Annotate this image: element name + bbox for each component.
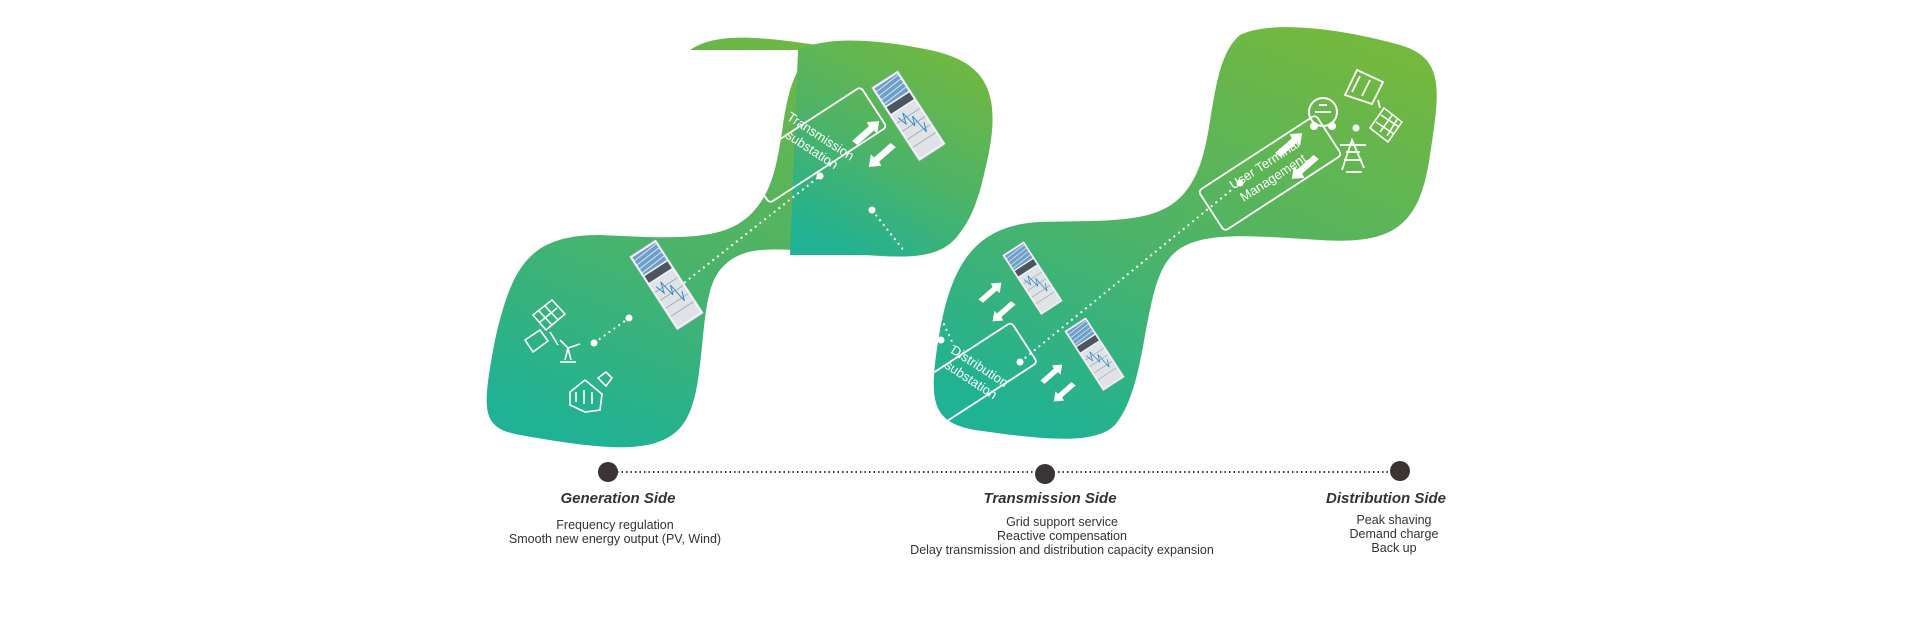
connection-lines <box>669 175 1241 363</box>
generation-transmission-shape <box>486 37 993 448</box>
power-tower-icon <box>1340 137 1366 173</box>
distribution-item: Peak shaving <box>1356 513 1432 527</box>
transmission-item: Reactive compensation <box>997 529 1127 543</box>
distribution-side-items: Peak shaving Demand charge Back up <box>1350 513 1439 555</box>
transmission-item: Grid support service <box>1006 515 1118 529</box>
factory-icon <box>1343 68 1385 109</box>
solar-panel-icon <box>523 298 567 354</box>
distribution-item: Back up <box>1371 541 1417 555</box>
wind-turbine-icon <box>559 339 581 363</box>
distribution-side-title: Distribution Side <box>1326 490 1446 507</box>
transmission-side-title: Transmission Side <box>983 490 1117 507</box>
timeline-dot-distribution <box>1390 461 1410 481</box>
transmission-side-items: Grid support service Reactive compensati… <box>910 515 1214 557</box>
generation-item: Smooth new energy output (PV, Wind) <box>508 532 722 546</box>
factory-icon <box>569 370 614 413</box>
generation-item: Frequency regulation <box>556 518 674 532</box>
distribution-user-shape <box>933 27 1437 439</box>
timeline-dot-generation <box>598 462 618 482</box>
generation-link <box>593 317 630 344</box>
timeline-dot-transmission <box>1035 464 1055 484</box>
generation-side-title: Generation Side <box>560 490 676 507</box>
distribution-item: Demand charge <box>1349 527 1439 541</box>
timeline <box>598 461 1410 484</box>
solar-panel-icon <box>1368 106 1404 144</box>
transmission-item: Delay transmission and distribution capa… <box>910 543 1214 557</box>
generation-side-items: Frequency regulation Smooth new energy o… <box>509 518 721 546</box>
